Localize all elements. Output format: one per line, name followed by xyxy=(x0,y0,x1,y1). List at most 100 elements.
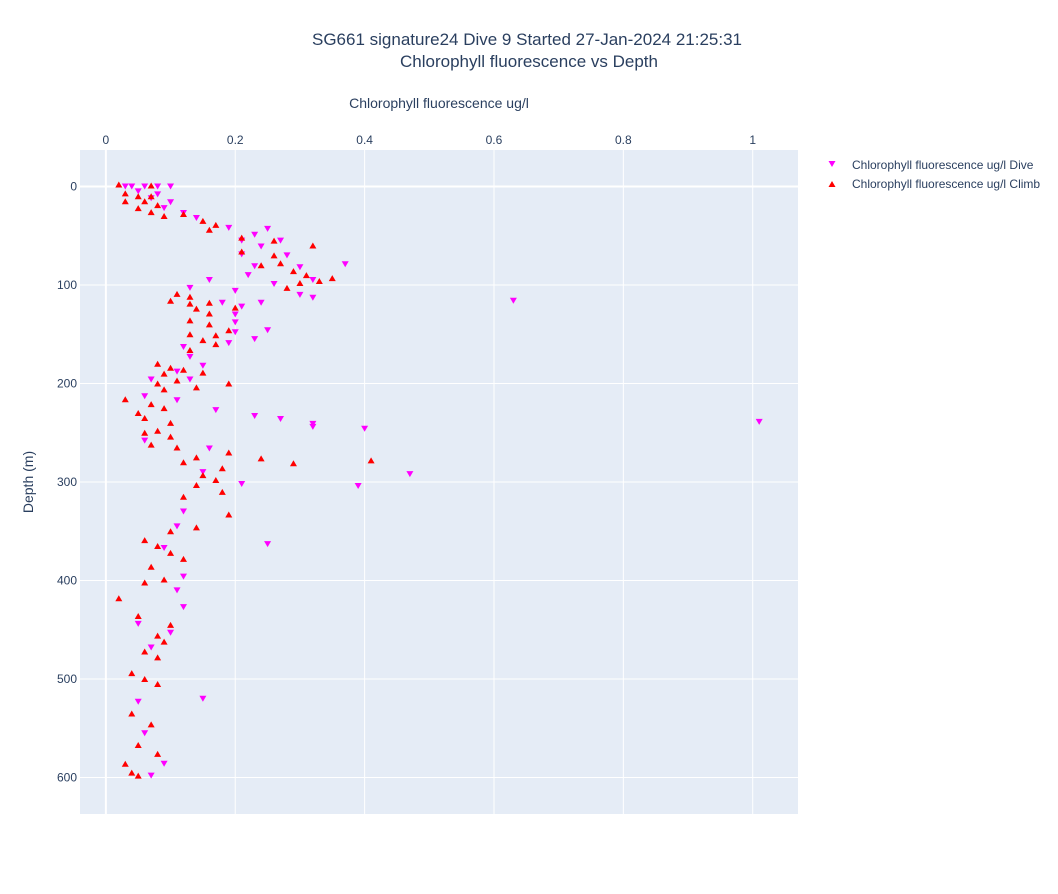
climb-data-point[interactable] xyxy=(160,386,168,393)
climb-data-point[interactable] xyxy=(160,638,168,645)
dive-data-point[interactable] xyxy=(179,344,187,351)
dive-data-point[interactable] xyxy=(186,376,194,383)
climb-data-point[interactable] xyxy=(309,242,317,249)
dive-data-point[interactable] xyxy=(231,287,239,294)
climb-data-point[interactable] xyxy=(212,477,220,484)
dive-data-point[interactable] xyxy=(179,508,187,515)
climb-data-point[interactable] xyxy=(141,414,149,421)
dive-data-point[interactable] xyxy=(244,272,252,279)
dive-data-point[interactable] xyxy=(251,336,259,343)
dive-data-point[interactable] xyxy=(212,407,220,414)
dive-data-point[interactable] xyxy=(354,482,362,489)
dive-data-point[interactable] xyxy=(361,425,369,432)
climb-data-point[interactable] xyxy=(160,213,168,220)
climb-data-point[interactable] xyxy=(128,769,136,776)
dive-data-point[interactable] xyxy=(167,199,175,206)
legend-dive-label[interactable]: Chlorophyll fluorescence ug/l Dive xyxy=(852,158,1034,172)
dive-data-point[interactable] xyxy=(225,340,233,347)
climb-data-point[interactable] xyxy=(238,234,246,241)
dive-data-point[interactable] xyxy=(257,299,265,306)
dive-data-point[interactable] xyxy=(264,327,272,334)
climb-data-point[interactable] xyxy=(192,454,200,461)
climb-data-point[interactable] xyxy=(225,511,233,518)
dive-data-point[interactable] xyxy=(160,545,168,552)
climb-data-point[interactable] xyxy=(179,211,187,218)
dive-data-point[interactable] xyxy=(309,277,317,284)
climb-data-point[interactable] xyxy=(270,252,278,259)
climb-data-point[interactable] xyxy=(134,742,142,749)
dive-data-point[interactable] xyxy=(251,231,259,238)
climb-data-point[interactable] xyxy=(205,321,213,328)
dive-data-point[interactable] xyxy=(192,214,200,221)
dive-data-point[interactable] xyxy=(134,620,142,627)
climb-data-point[interactable] xyxy=(277,260,285,267)
climb-data-point[interactable] xyxy=(205,299,213,306)
dive-data-point[interactable] xyxy=(251,412,259,419)
dive-data-point[interactable] xyxy=(296,264,304,271)
dive-data-point[interactable] xyxy=(160,760,168,767)
climb-data-point[interactable] xyxy=(192,384,200,391)
dive-data-point[interactable] xyxy=(509,297,517,304)
climb-data-point[interactable] xyxy=(121,396,129,403)
dive-data-point[interactable] xyxy=(173,587,181,594)
climb-data-point[interactable] xyxy=(179,366,187,373)
climb-data-point[interactable] xyxy=(134,772,142,779)
climb-data-point[interactable] xyxy=(192,481,200,488)
legend[interactable]: Chlorophyll fluorescence ug/l Dive Chlor… xyxy=(828,158,1041,191)
climb-data-point[interactable] xyxy=(115,595,123,602)
dive-data-point[interactable] xyxy=(231,319,239,326)
climb-data-point[interactable] xyxy=(154,750,162,757)
dive-data-point[interactable] xyxy=(173,523,181,530)
climb-data-point[interactable] xyxy=(315,278,323,285)
climb-data-point[interactable] xyxy=(179,555,187,562)
dive-data-point[interactable] xyxy=(231,311,239,318)
climb-data-point[interactable] xyxy=(147,441,155,448)
dive-data-point[interactable] xyxy=(199,362,207,369)
dive-data-point[interactable] xyxy=(205,445,213,452)
climb-data-point[interactable] xyxy=(154,360,162,367)
dive-data-point[interactable] xyxy=(283,252,291,259)
climb-data-point[interactable] xyxy=(199,369,207,376)
legend-climb-label[interactable]: Chlorophyll fluorescence ug/l Climb xyxy=(852,177,1040,191)
climb-data-point[interactable] xyxy=(328,275,336,282)
climb-data-point[interactable] xyxy=(167,528,175,535)
dive-data-point[interactable] xyxy=(121,183,129,190)
climb-data-point[interactable] xyxy=(179,459,187,466)
climb-data-point[interactable] xyxy=(128,710,136,717)
dive-data-point[interactable] xyxy=(154,191,162,198)
climb-data-point[interactable] xyxy=(134,205,142,212)
climb-data-point[interactable] xyxy=(270,237,278,244)
climb-data-point[interactable] xyxy=(283,284,291,291)
climb-data-point[interactable] xyxy=(115,181,123,188)
climb-data-point[interactable] xyxy=(167,433,175,440)
climb-data-point[interactable] xyxy=(289,268,297,275)
dive-data-point[interactable] xyxy=(218,299,226,306)
climb-data-point[interactable] xyxy=(302,272,310,279)
climb-data-point[interactable] xyxy=(141,537,149,544)
dive-data-point[interactable] xyxy=(270,280,278,287)
climb-data-point[interactable] xyxy=(212,332,220,339)
dive-data-point[interactable] xyxy=(167,629,175,636)
dive-data-point[interactable] xyxy=(147,772,155,779)
climb-data-point[interactable] xyxy=(231,304,239,311)
climb-data-point[interactable] xyxy=(186,346,194,353)
dive-data-point[interactable] xyxy=(238,480,246,487)
dive-data-point[interactable] xyxy=(341,261,349,268)
climb-data-point[interactable] xyxy=(141,198,149,205)
dive-data-point[interactable] xyxy=(179,604,187,611)
climb-data-point[interactable] xyxy=(205,310,213,317)
climb-data-point[interactable] xyxy=(154,380,162,387)
climb-data-point[interactable] xyxy=(154,632,162,639)
climb-data-point[interactable] xyxy=(173,377,181,384)
dive-data-point[interactable] xyxy=(134,188,142,195)
dive-data-point[interactable] xyxy=(755,418,763,425)
dive-data-point[interactable] xyxy=(186,353,194,360)
climb-data-point[interactable] xyxy=(192,524,200,531)
climb-data-point[interactable] xyxy=(121,198,129,205)
climb-data-point[interactable] xyxy=(141,676,149,683)
dive-data-point[interactable] xyxy=(173,368,181,375)
dive-data-point[interactable] xyxy=(231,329,239,336)
climb-data-point[interactable] xyxy=(212,341,220,348)
climb-data-point[interactable] xyxy=(205,226,213,233)
climb-data-point[interactable] xyxy=(121,760,129,767)
